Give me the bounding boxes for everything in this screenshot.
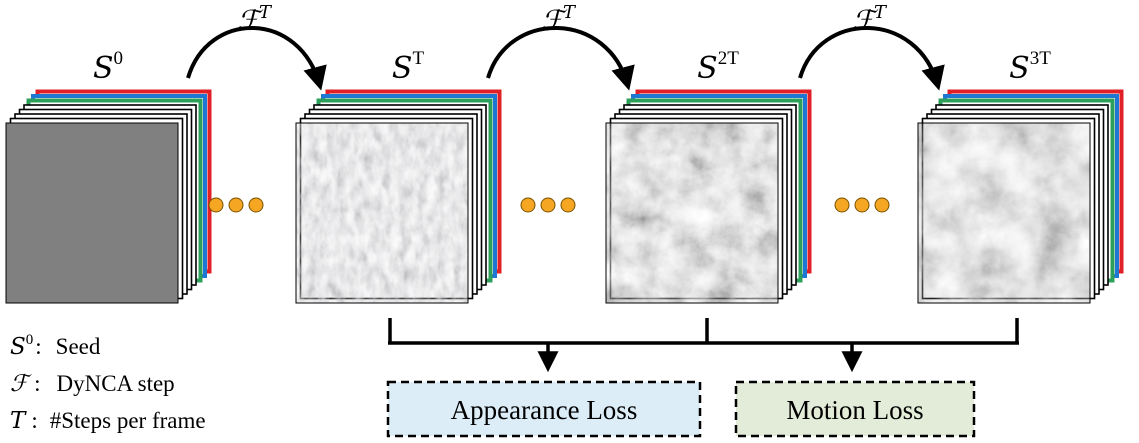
ellipsis-dot <box>208 197 224 213</box>
svg-text:ℱ:DyNCA step: ℱ: DyNCA step <box>10 371 175 397</box>
legend: S0: Seed ℱ: DyNCA step T: #Steps per frame <box>10 332 206 434</box>
transition-label: ℱT <box>541 2 577 37</box>
svg-text:T:#Steps per frame: T: #Steps per frame <box>10 408 206 434</box>
ellipsis-dot <box>520 197 536 213</box>
stage-1: ST <box>295 48 502 304</box>
stage-label-2: S2T <box>697 48 739 86</box>
legend-text-seed: Seed <box>56 334 101 359</box>
legend-symbol-step: ℱ <box>10 371 32 397</box>
ellipsis-dot <box>834 197 850 213</box>
appearance-loss-label: Appearance Loss <box>451 395 638 425</box>
transition-label: ℱT <box>852 2 888 37</box>
transition-arrow-2: ℱT <box>798 2 945 91</box>
legend-symbol-seed: S <box>10 334 26 360</box>
transition-curve <box>798 26 945 91</box>
stage-label-3: S3T <box>1009 48 1051 86</box>
legend-symbol-frame: T <box>10 408 27 434</box>
legend-text-step: DyNCA step <box>56 371 174 396</box>
ellipsis-dot <box>874 197 890 213</box>
transition-arrow-0: ℱT <box>186 2 327 91</box>
svg-text:S0:Seed: S0: Seed <box>10 332 101 360</box>
ellipsis-dot <box>854 197 870 213</box>
stage-2: S2T <box>605 48 812 304</box>
stage-3: S3T <box>917 48 1124 304</box>
texture-face-smoke-dense <box>918 123 1090 303</box>
legend-text-frame: #Steps per frame <box>50 408 206 433</box>
ellipsis-dot <box>540 197 556 213</box>
transition-curve <box>486 26 635 91</box>
legend-sep-seed: : <box>35 334 41 359</box>
loss-bracket <box>388 318 1019 373</box>
ellipsis-dot <box>560 197 576 213</box>
ellipsis-0 <box>208 197 264 213</box>
motion-loss-label: Motion Loss <box>786 395 923 425</box>
legend-sup-seed: 0 <box>26 332 34 348</box>
ellipsis-1 <box>520 197 576 213</box>
transition-arrows: ℱT ℱT ℱT <box>186 2 945 91</box>
transition-curve <box>186 26 327 91</box>
legend-sep-frame: : <box>31 408 37 433</box>
ellipsis-dot <box>228 197 244 213</box>
ellipsis-dots <box>208 197 890 213</box>
stage-label-1: ST <box>392 48 425 86</box>
face-border <box>295 122 469 304</box>
stage-label-0: S0 <box>93 48 123 86</box>
stage-0: S0 <box>5 48 212 304</box>
seed-face <box>6 123 178 303</box>
legend-sep-step: : <box>34 371 40 396</box>
texture-face-smoke <box>606 123 778 303</box>
transition-arrow-1: ℱT <box>486 2 635 91</box>
face-border <box>605 122 779 304</box>
ellipsis-2 <box>834 197 890 213</box>
face-border <box>5 122 179 304</box>
texture-face-ripples <box>296 123 468 303</box>
appearance-loss-box: Appearance Loss <box>386 380 702 438</box>
ellipsis-dot <box>248 197 264 213</box>
face-border <box>917 122 1091 304</box>
stages-layer: S0 ST S2T S3T <box>5 48 1124 304</box>
motion-loss-box: Motion Loss <box>734 380 976 438</box>
